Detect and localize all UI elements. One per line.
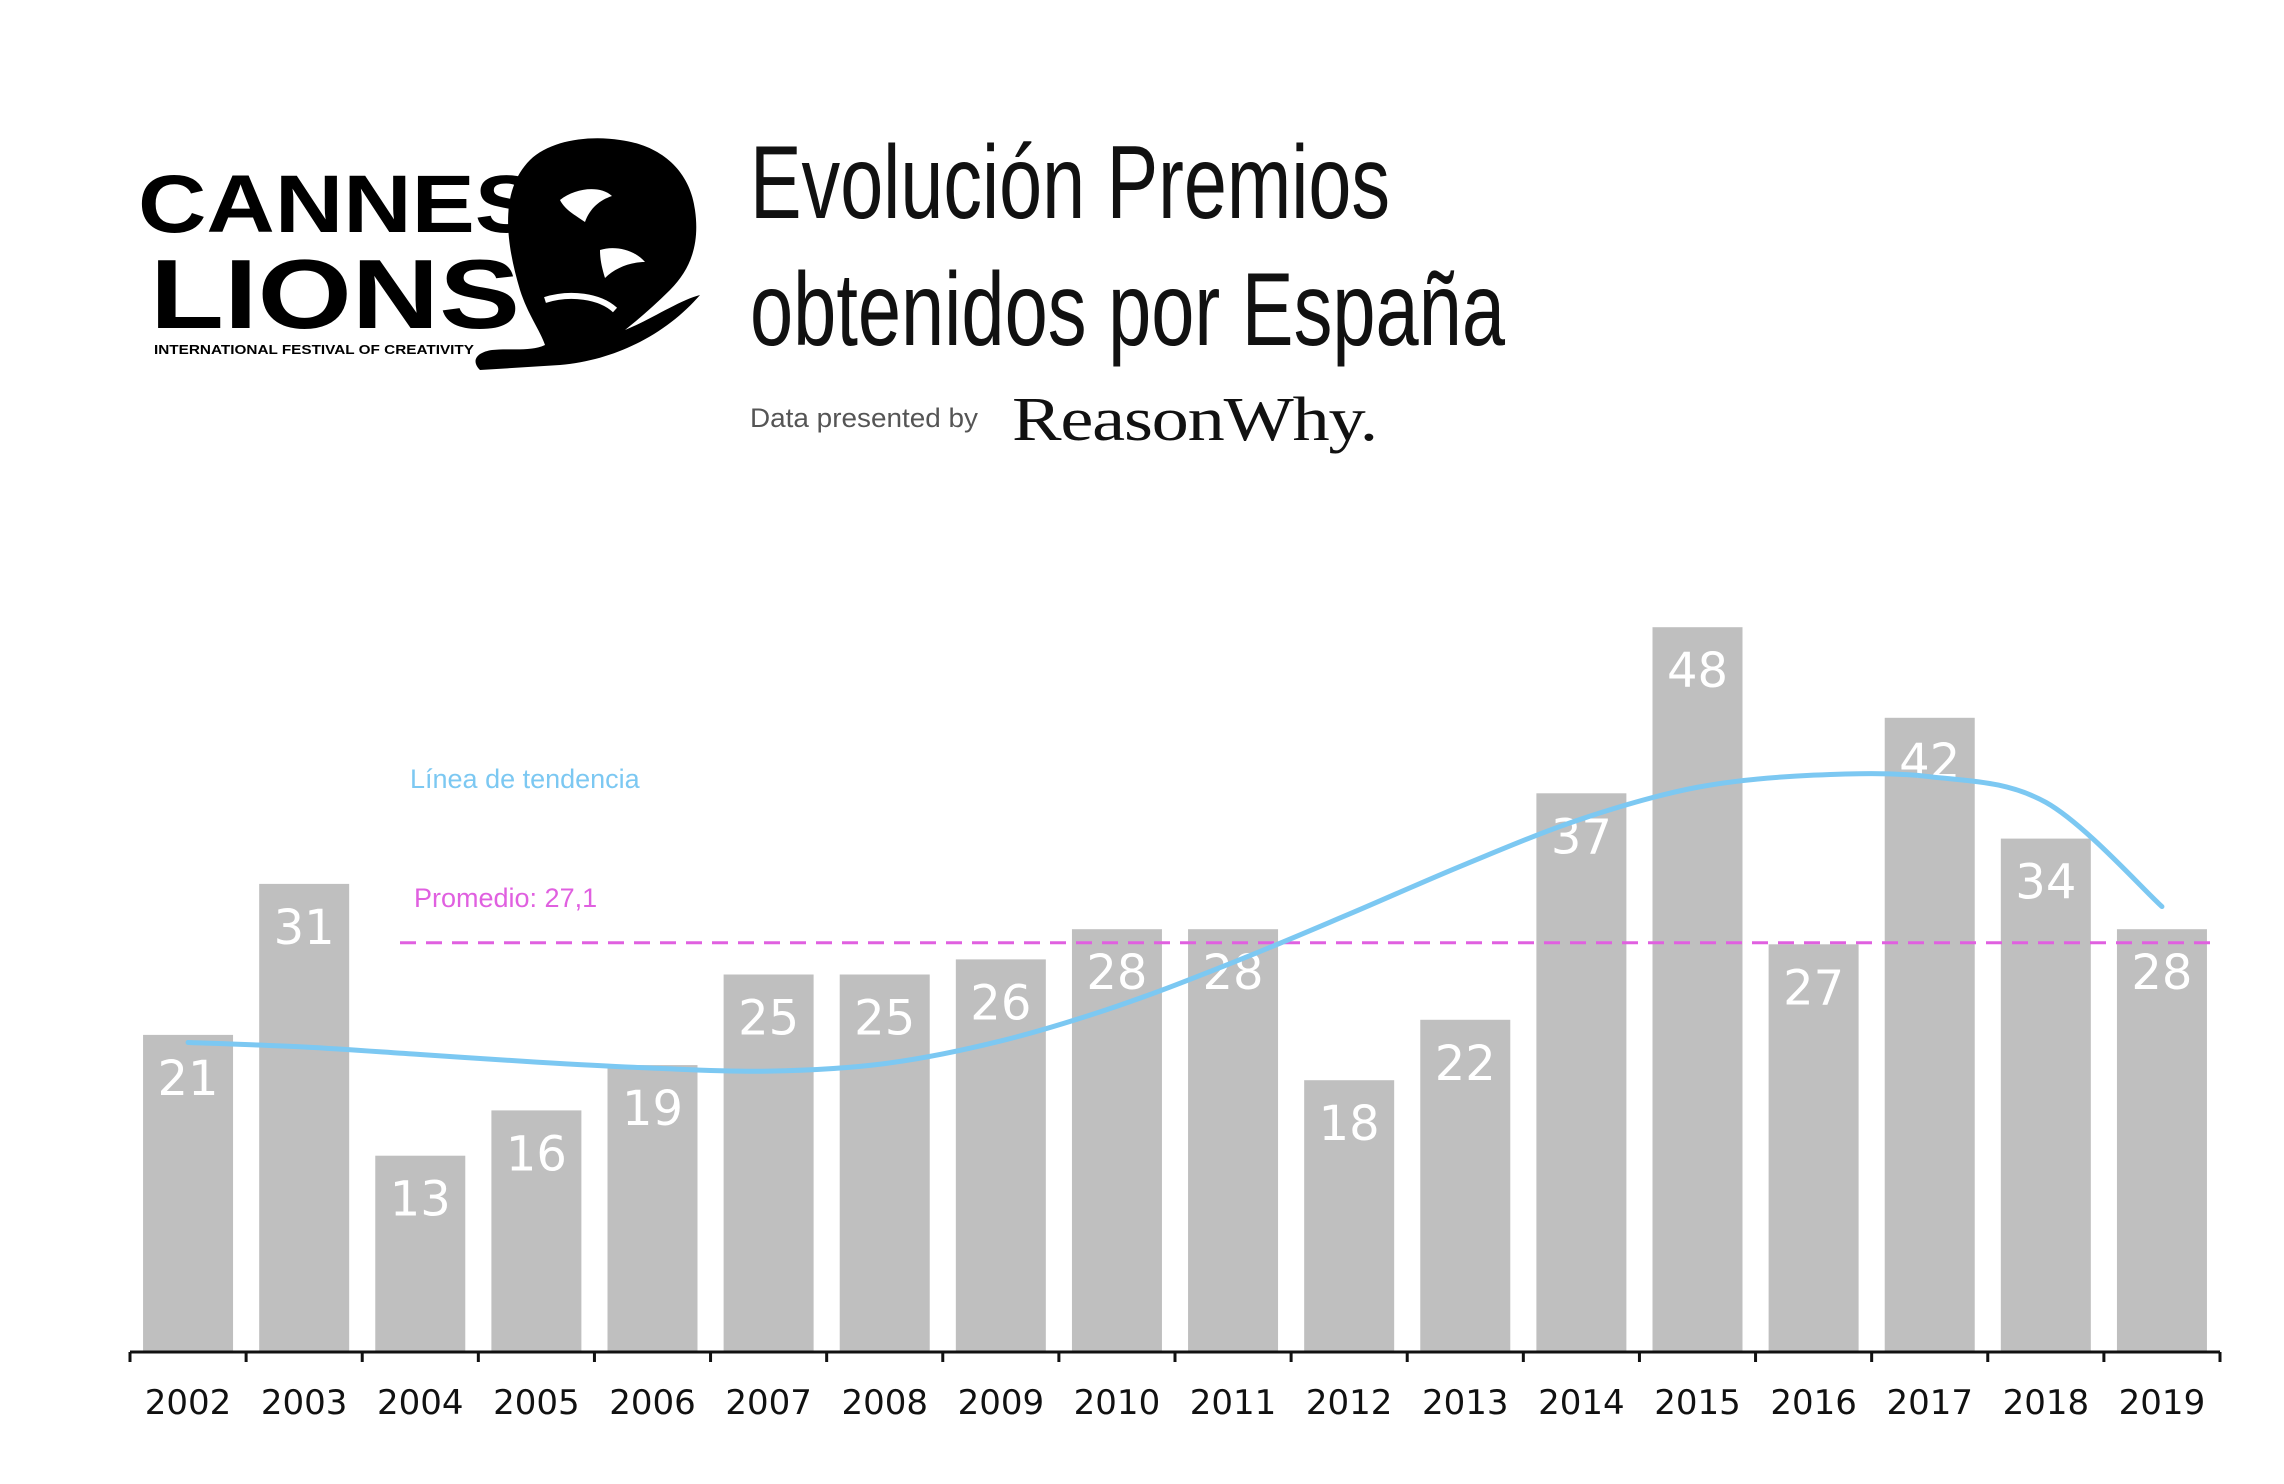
chart-title-line-1: Evolución Premios	[750, 125, 1390, 241]
data-label-2012: 18	[1319, 1096, 1380, 1152]
x-axis: 2002 2003 2004 2005 2006 2007 2008 2009 2010 2011…	[128, 1350, 2222, 1423]
x-tick-label-2009: 2009	[958, 1383, 1045, 1423]
trend-label: Línea de tendencia	[410, 764, 641, 794]
x-tick-label-2019: 2019	[2119, 1383, 2206, 1423]
average-label: Promedio: 27,1	[414, 883, 597, 913]
data-label-2005: 16	[506, 1126, 567, 1182]
x-tick-label-2012: 2012	[1306, 1383, 1393, 1423]
bar-2003	[259, 883, 350, 1352]
x-tick-label-2014: 2014	[1538, 1383, 1625, 1423]
logo-text-lions: LIONS	[150, 239, 520, 349]
lion-head-icon	[475, 138, 700, 370]
bar-2016	[1768, 944, 1859, 1352]
data-label-2004: 13	[390, 1172, 451, 1228]
data-label-2013: 22	[1435, 1036, 1496, 1092]
average-layer: Promedio: 27,1	[400, 883, 2220, 945]
data-label-2015: 48	[1667, 643, 1728, 699]
cannes-lions-logo: CANNES LIONS INTERNATIONAL FESTIVAL OF C…	[138, 138, 700, 370]
x-tick-label-2013: 2013	[1422, 1383, 1509, 1423]
trend-layer: Línea de tendencia	[185, 764, 2165, 1074]
bar-2006	[607, 1065, 698, 1352]
data-label-2006: 19	[622, 1081, 683, 1137]
chart-title-line-2: obtenidos por España	[750, 252, 1505, 368]
x-tick-label-2004: 2004	[377, 1383, 464, 1423]
data-label-2007: 25	[738, 991, 799, 1047]
x-tick-label-2003: 2003	[261, 1383, 348, 1423]
bar-2007	[723, 974, 814, 1352]
data-label-2018: 34	[2015, 855, 2076, 911]
data-label-2008: 25	[854, 991, 915, 1047]
bars-layer	[143, 627, 2207, 1352]
bar-2013	[1420, 1019, 1511, 1352]
bar-2012	[1304, 1080, 1395, 1352]
bar-2018	[2000, 838, 2091, 1352]
data-label-2003: 31	[274, 900, 335, 956]
bar-2015	[1652, 627, 1743, 1352]
bar-2008	[839, 974, 930, 1352]
bar-2019	[2116, 929, 2207, 1352]
reasonwhy-logo: ReasonWhy.	[1012, 386, 1377, 454]
bar-2005	[491, 1110, 582, 1352]
x-tick-label-2008: 2008	[841, 1383, 928, 1423]
logo-text-cannes: CANNES	[138, 159, 538, 250]
data-label-2009: 26	[970, 975, 1031, 1031]
bar-2011	[1188, 929, 1279, 1352]
presented-by-label: Data presented by	[750, 403, 979, 433]
x-tick-label-2005: 2005	[493, 1383, 580, 1423]
data-label-2010: 28	[1086, 945, 1147, 1001]
bar-2014	[1536, 793, 1627, 1352]
x-tick-label-2007: 2007	[725, 1383, 812, 1423]
bar-2009	[955, 959, 1046, 1352]
x-tick-label-2002: 2002	[145, 1383, 232, 1423]
data-label-2019: 28	[2131, 945, 2192, 1001]
bar-2002	[143, 1034, 234, 1352]
logo-tagline: INTERNATIONAL FESTIVAL OF CREATIVITY	[154, 342, 474, 357]
x-tick-label-2010: 2010	[1074, 1383, 1161, 1423]
x-tick-label-2006: 2006	[609, 1383, 696, 1423]
x-tick-label-2018: 2018	[2003, 1383, 2090, 1423]
bar-2010	[1071, 929, 1162, 1352]
bar-2004	[375, 1155, 466, 1352]
trend-line	[185, 771, 2165, 1074]
x-tick-label-2017: 2017	[1886, 1383, 1973, 1423]
x-tick-label-2016: 2016	[1770, 1383, 1857, 1423]
x-tick-label-2011: 2011	[1190, 1383, 1277, 1423]
data-label-2017: 42	[1899, 734, 1960, 790]
data-label-2016: 27	[1783, 960, 1844, 1016]
x-tick-label-2015: 2015	[1654, 1383, 1741, 1423]
data-label-2002: 21	[158, 1051, 219, 1107]
bar-2017	[1884, 717, 1975, 1352]
